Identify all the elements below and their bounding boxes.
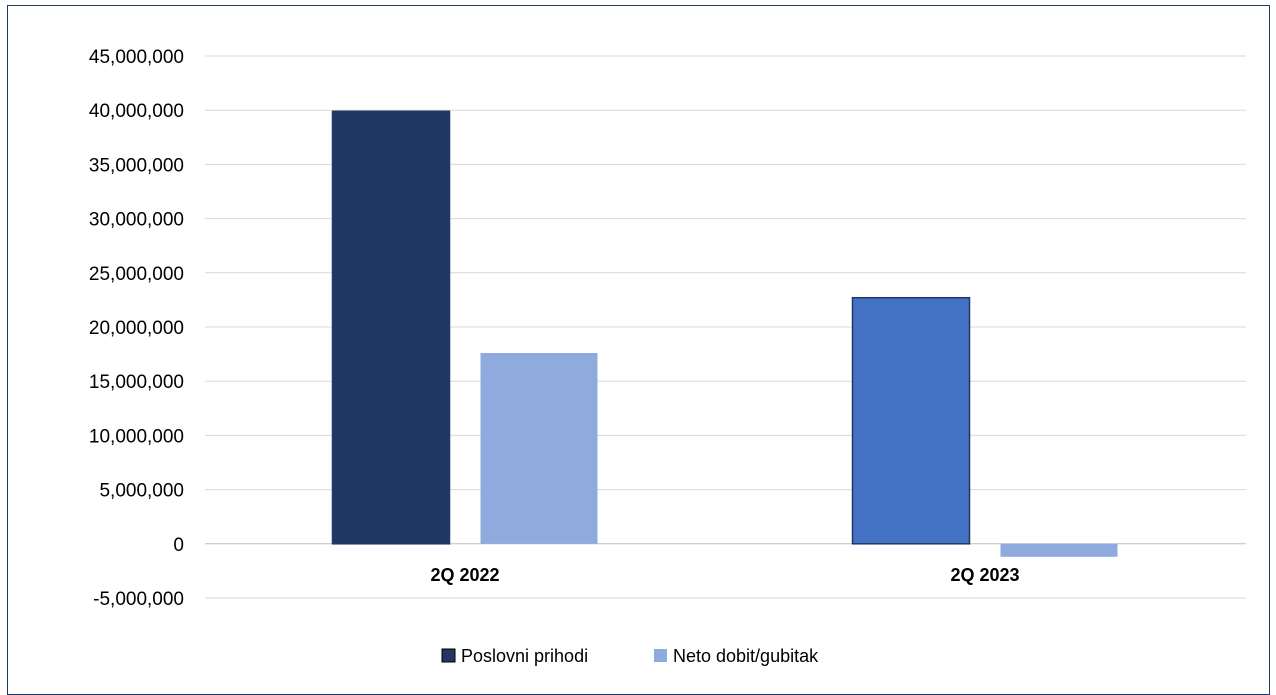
y-tick-label: 15,000,000 bbox=[89, 372, 184, 393]
legend-label-poslovni-prihodi: Poslovni prihodi bbox=[461, 646, 588, 666]
y-tick-label: 10,000,000 bbox=[89, 426, 184, 447]
y-tick-label: -5,000,000 bbox=[93, 589, 184, 610]
y-tick-label: 35,000,000 bbox=[89, 155, 184, 176]
bars bbox=[331, 110, 1118, 557]
legend-label-neto-dobit-gubitak: Neto dobit/gubitak bbox=[673, 646, 819, 666]
bar-neto-dobit-gubitak-2q-2023 bbox=[1000, 543, 1118, 557]
x-category-label: 2Q 2023 bbox=[950, 565, 1019, 585]
y-tick-label: 30,000,000 bbox=[89, 210, 184, 231]
y-tick-label: 25,000,000 bbox=[89, 264, 184, 285]
legend-swatch-poslovni-prihodi bbox=[441, 648, 456, 663]
y-tick-label: 0 bbox=[173, 535, 184, 556]
y-axis-tick-labels: -5,000,000 0 5,000,000 10,000,000 15,000,000… bbox=[89, 47, 184, 610]
legend-swatch-neto-dobit-gubitak bbox=[654, 649, 667, 662]
chart-frame bbox=[7, 5, 1270, 695]
y-tick-label: 20,000,000 bbox=[89, 318, 184, 339]
x-axis-category-labels: 2Q 2022 2Q 2023 bbox=[430, 565, 1019, 585]
y-tick-label: 40,000,000 bbox=[89, 101, 184, 122]
bar-neto-dobit-gubitak-2q-2022 bbox=[480, 353, 598, 544]
y-tick-label: 5,000,000 bbox=[99, 481, 184, 502]
bar-poslovni-prihodi-2q-2022 bbox=[331, 110, 451, 545]
legend: Poslovni prihodi Neto dobit/gubitak bbox=[441, 646, 819, 666]
bar-poslovni-prihodi-2q-2023 bbox=[851, 296, 971, 545]
y-tick-label: 45,000,000 bbox=[89, 47, 184, 68]
x-category-label: 2Q 2022 bbox=[430, 565, 499, 585]
